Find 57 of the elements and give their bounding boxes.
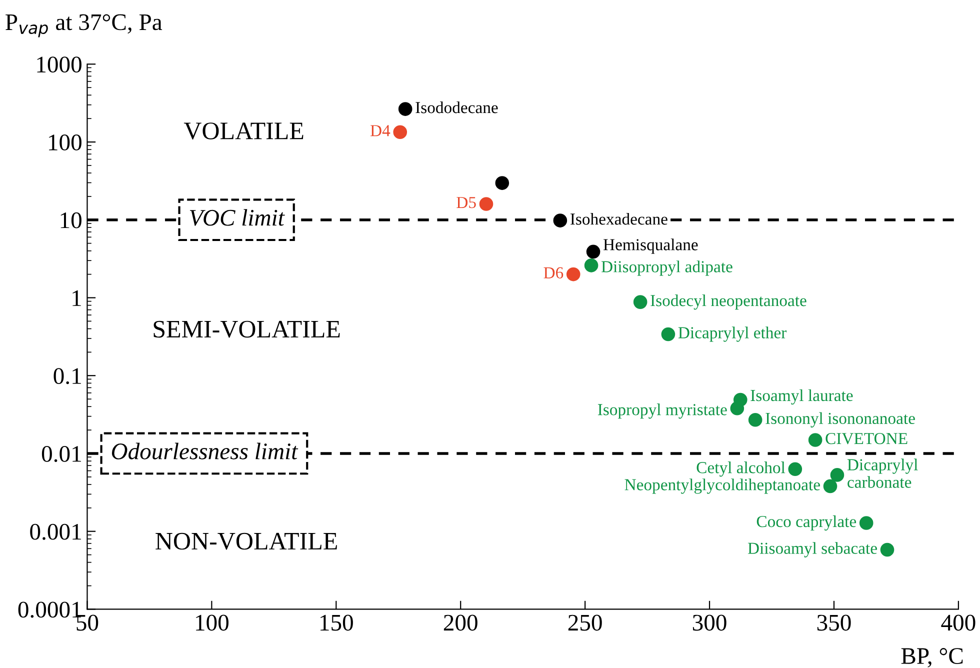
y-tick-label: 0.01: [42, 446, 81, 462]
annotation: Isododecane: [416, 101, 498, 114]
y-tick-label: 1000: [37, 56, 82, 73]
annotation: D5: [456, 197, 476, 208]
point: [479, 197, 494, 211]
x-axis-title: BP, °C: [901, 648, 963, 668]
annotation: Isopropyl myristate: [598, 404, 727, 419]
ref-line-label: Odourlessness limit: [112, 442, 298, 460]
x-tick-label: 200: [444, 614, 478, 631]
x-tick-label: 300: [692, 614, 726, 631]
point: [859, 516, 874, 530]
x-tick-label: 150: [320, 614, 353, 631]
point: [495, 176, 510, 190]
x-tick-label: 100: [196, 614, 228, 631]
y-tick-label: 100: [49, 134, 82, 150]
annotation: Isononyl isononanoate: [766, 412, 915, 428]
y-tick-label: 10: [60, 212, 82, 228]
point: [830, 468, 844, 482]
point: [661, 327, 676, 342]
point: [393, 125, 408, 140]
annotation: CIVETONE: [826, 432, 908, 444]
x-tick-label: 350: [817, 614, 851, 631]
point: [823, 479, 838, 494]
annotation: Diisopropyl adipate: [601, 260, 732, 276]
ref-line-label: VOC limit: [190, 209, 285, 226]
point: [730, 401, 744, 416]
annotation: D4: [370, 125, 390, 136]
annotation: Isodecyl neopentanoate: [650, 294, 806, 310]
y-tick-label: 0.001: [30, 524, 81, 540]
annotation: Hemisqualane: [603, 238, 698, 254]
annotation: Dicaprylyl carbonate: [847, 458, 918, 488]
annotation: Isohexadecane: [570, 212, 668, 225]
annotation: SEMI-VOLATILE: [154, 320, 340, 338]
annotation: NON-VOLATILE: [156, 532, 337, 550]
point: [633, 295, 648, 309]
point: [584, 258, 598, 272]
point: [788, 462, 802, 476]
annotation: Coco caprylate: [756, 515, 856, 531]
point: [398, 102, 412, 116]
y-axis-title: P$_{vap}$ at 37°C, Pa: [6, 14, 162, 38]
annotation: Dicaprylyl ether: [678, 326, 787, 342]
point: [748, 412, 762, 427]
y-tick-label: 1: [72, 290, 81, 306]
annotation: D6: [544, 267, 564, 278]
x-tick-label: 250: [568, 614, 602, 631]
annotation: VOLATILE: [184, 122, 304, 140]
x-tick-label: 400: [941, 614, 976, 631]
annotation: Isoamyl laurate: [750, 389, 853, 405]
annotation: Cetyl alcohol: [696, 462, 786, 477]
point: [880, 542, 894, 557]
point: [808, 433, 822, 447]
point: [566, 267, 580, 282]
annotation: Neopentylglycoldiheptanoate: [624, 478, 820, 494]
point: [553, 214, 568, 228]
point: [586, 244, 600, 259]
annotation: Diisoamyl sebacate: [748, 542, 877, 558]
y-tick-label: 0.1: [54, 368, 81, 384]
